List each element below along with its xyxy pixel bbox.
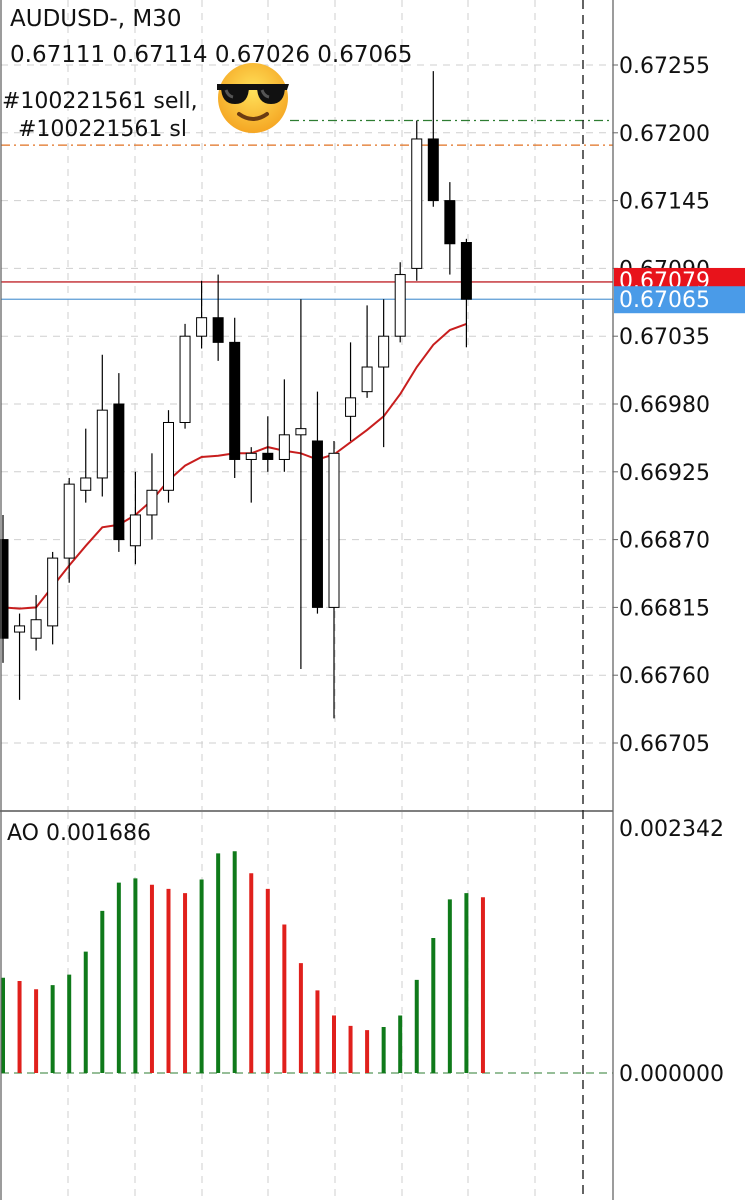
candle [445, 182, 455, 274]
candle-body [81, 478, 91, 490]
candle-body [147, 490, 157, 515]
candle [81, 429, 91, 503]
price-tick-label: 0.67145 [619, 190, 710, 215]
candle-body [263, 453, 273, 459]
grid [1, 0, 613, 1200]
candle [197, 281, 207, 349]
candle-body [31, 620, 41, 638]
candle-body [246, 453, 256, 459]
price-tick-label: 0.66815 [619, 596, 710, 621]
candle [279, 379, 289, 471]
candle-body [213, 318, 223, 343]
candle-body [445, 201, 455, 244]
candle-body [279, 435, 289, 460]
price-tick-label: 0.66705 [619, 732, 710, 757]
candle-body [15, 626, 25, 632]
price-tick-label: 0.66925 [619, 461, 710, 486]
candle-body [97, 410, 107, 478]
candle [329, 441, 339, 718]
candle-body [412, 139, 422, 268]
price-tick-label: 0.67200 [619, 122, 710, 147]
candle [246, 447, 256, 502]
candle [114, 373, 124, 552]
candle [48, 552, 58, 644]
candle-body [296, 429, 306, 435]
ao-tick-label: 0.002342 [619, 817, 724, 842]
candle [461, 239, 471, 347]
ao-tick-label: 0.000000 [619, 1062, 724, 1087]
price-tick-label: 0.67255 [619, 54, 710, 79]
candle [97, 355, 107, 497]
candle-body [428, 139, 438, 201]
price-tick-label: 0.67035 [619, 325, 710, 350]
candle [180, 324, 190, 429]
smiling-face-with-sunglasses-icon [213, 56, 293, 136]
candle-body [346, 398, 356, 416]
price-axis: 0.672550.672000.671450.670900.670350.669… [7, 54, 732, 1200]
candle [130, 472, 140, 564]
price-tick-label: 0.66870 [619, 529, 710, 554]
sell-order-label: #100221561 sell, [2, 89, 198, 114]
candle-body [379, 336, 389, 367]
candle [412, 120, 422, 280]
candle-body [130, 515, 140, 546]
ask-price-tag-label: 0.67065 [619, 288, 710, 313]
candle-body [395, 275, 405, 337]
candle [230, 318, 240, 478]
candle [164, 410, 174, 502]
candle [263, 416, 273, 471]
candle [15, 614, 25, 700]
candle [362, 305, 372, 397]
candle [213, 275, 223, 361]
candle [428, 71, 438, 207]
candle-body [197, 318, 207, 336]
symbol-timeframe: AUDUSD-, M30 [10, 6, 181, 32]
candle-body [362, 367, 372, 392]
horizontal-lines [1, 120, 613, 299]
candle [64, 478, 74, 583]
candle [379, 299, 389, 447]
candle-body [114, 404, 124, 540]
ao-histogram [1, 851, 613, 1073]
ao-indicator-title: AO 0.001686 [7, 821, 151, 846]
candle-body [164, 422, 174, 490]
price-tick-label: 0.66980 [619, 393, 710, 418]
candle-body [329, 453, 339, 607]
candle [346, 342, 356, 441]
candle-body [230, 342, 240, 459]
candle-body [312, 441, 322, 607]
candle-body [461, 243, 471, 300]
ohlc-readout: 0.67111 0.67114 0.67026 0.67065 [10, 42, 412, 68]
candle [312, 392, 322, 614]
candle [296, 299, 306, 669]
stop-loss-label: #100221561 sl [18, 117, 187, 142]
candle-body [64, 484, 74, 558]
candle [147, 453, 157, 539]
frame [0, 0, 613, 1200]
candle-body [48, 558, 58, 626]
price-tick-label: 0.66760 [619, 664, 710, 689]
candle-body [180, 336, 190, 422]
candle [395, 262, 405, 342]
